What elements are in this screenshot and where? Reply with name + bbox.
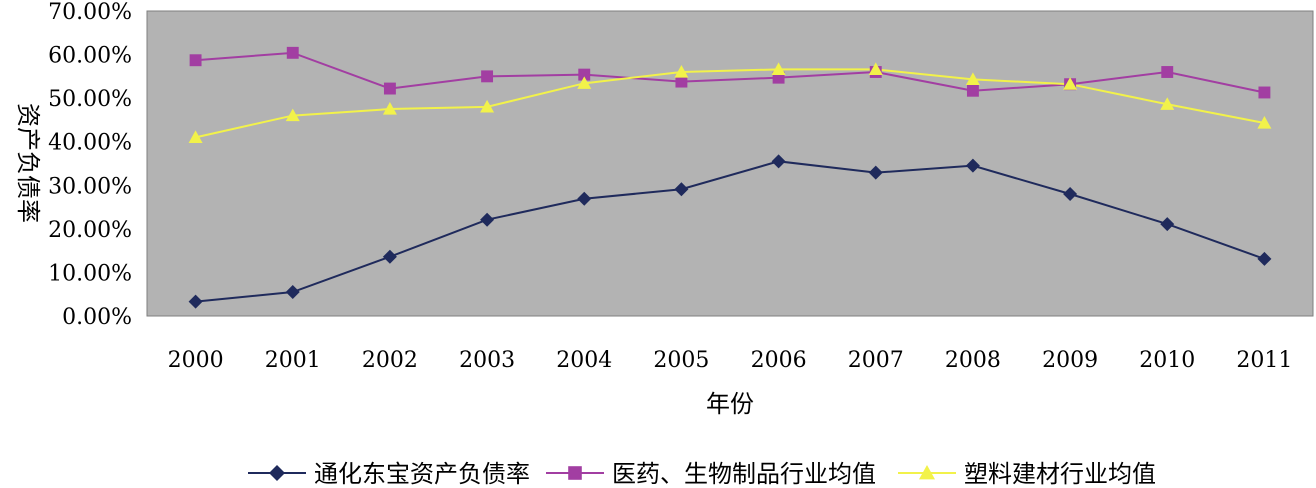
data-point-square <box>772 71 785 84</box>
y-tick-label: 30.00% <box>48 174 132 199</box>
x-tick-label: 2002 <box>362 348 418 373</box>
data-point-square <box>481 70 494 83</box>
legend-marker-triangle <box>919 465 935 480</box>
legend-label: 通化东宝资产负债率 <box>314 460 530 488</box>
data-point-triangle <box>674 65 689 78</box>
x-tick-label: 2004 <box>556 348 612 373</box>
series-line-1 <box>195 160 1265 303</box>
data-point-diamond <box>1257 251 1272 266</box>
data-point-diamond <box>1063 187 1078 201</box>
x-tick-label: 2000 <box>168 348 224 373</box>
data-point-diamond <box>577 191 592 206</box>
series-markers <box>188 46 1272 309</box>
data-point-square <box>675 75 688 88</box>
x-tick-label: 2003 <box>459 348 515 373</box>
data-point-triangle <box>382 102 397 115</box>
data-point-triangle <box>1160 97 1175 110</box>
legend-label: 塑料建材行业均值 <box>964 460 1156 488</box>
data-point-diamond <box>1160 217 1175 232</box>
x-tick-label: 2005 <box>653 348 709 373</box>
legend-marker-square <box>568 466 582 480</box>
data-point-square <box>578 68 591 81</box>
data-point-diamond <box>868 165 883 180</box>
y-tick-label: 60.00% <box>48 44 132 69</box>
y-tick-label: 0.00% <box>62 305 132 330</box>
x-tick-label: 2007 <box>848 348 904 373</box>
x-tick-label: 2011 <box>1236 348 1292 373</box>
legend-label: 医药、生物制品行业均值 <box>612 460 876 488</box>
series-lines <box>195 51 1265 303</box>
x-tick-label: 2009 <box>1042 348 1098 373</box>
series-line-3 <box>195 68 1265 139</box>
x-axis-title: 年份 <box>706 390 754 418</box>
y-tick-label: 20.00% <box>48 218 132 243</box>
data-point-triangle <box>868 62 883 75</box>
data-point-square <box>966 84 979 97</box>
data-point-square <box>286 46 299 59</box>
y-tick-label: 70.00% <box>48 0 132 25</box>
data-point-triangle <box>480 99 495 113</box>
data-point-square <box>189 54 202 67</box>
y-tick-label: 10.00% <box>48 261 132 286</box>
plot-area <box>146 10 1314 317</box>
y-tick-label: 40.00% <box>48 131 132 156</box>
data-point-diamond <box>480 212 495 227</box>
data-point-triangle <box>771 62 786 75</box>
y-axis: 0.00% 10.00% 20.00% 30.00% 40.00% 50.00% 60.00… <box>48 0 132 330</box>
data-point-triangle <box>1063 77 1078 90</box>
x-tick-label: 2008 <box>945 348 1001 373</box>
data-point-diamond <box>965 158 980 173</box>
data-point-triangle <box>188 130 203 143</box>
data-point-diamond <box>382 249 397 264</box>
x-tick-label: 2001 <box>265 348 321 373</box>
x-tick-label: 2006 <box>751 348 807 373</box>
legend: 通化东宝资产负债率 医药、生物制品行业均值 塑料建材行业均值 <box>248 460 1156 488</box>
series-line-2 <box>195 51 1265 94</box>
x-tick-label: 2010 <box>1139 348 1195 373</box>
data-point-square <box>1258 86 1271 99</box>
data-point-square <box>383 82 396 95</box>
data-point-triangle <box>577 76 592 89</box>
data-point-triangle <box>1257 115 1272 129</box>
x-axis: 2000 2001 2002 2003 2004 2005 2006 2007 2008 2009… <box>168 348 1293 373</box>
data-point-diamond <box>771 154 786 169</box>
data-point-diamond <box>674 182 689 197</box>
data-point-triangle <box>965 72 980 86</box>
data-point-square <box>1161 66 1174 78</box>
y-tick-label: 50.00% <box>48 87 132 112</box>
data-point-diamond <box>188 294 203 309</box>
legend-marker-diamond <box>269 465 285 481</box>
data-point-diamond <box>285 285 300 300</box>
y-axis-title: 资产负债率 <box>14 103 42 223</box>
data-point-triangle <box>285 108 300 122</box>
